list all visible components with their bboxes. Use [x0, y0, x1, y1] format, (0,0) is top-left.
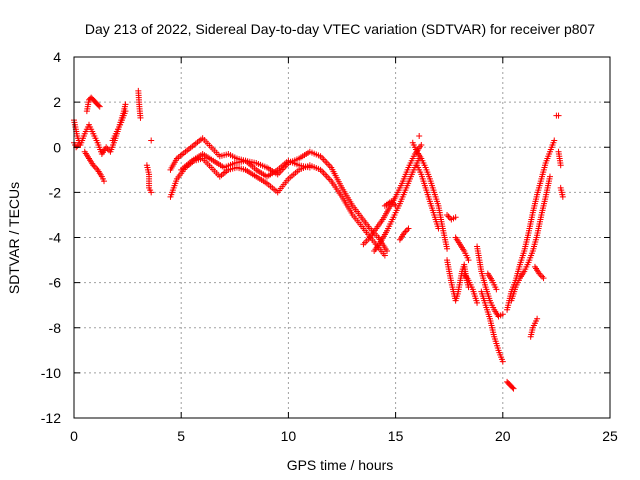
y-tick-label: 4: [53, 49, 61, 65]
data-point: [74, 143, 81, 150]
data-series: [143, 162, 155, 196]
data-series: [504, 137, 558, 313]
data-point: [509, 384, 516, 391]
data-point: [539, 273, 546, 280]
y-tick-label: -4: [49, 230, 62, 246]
data-series: [167, 135, 391, 255]
data-series: [81, 148, 108, 185]
data-series: [555, 148, 564, 169]
data-series: [557, 184, 566, 200]
data-point: [555, 112, 562, 119]
data-point: [96, 103, 103, 110]
data-point: [557, 162, 564, 169]
data-point: [137, 114, 144, 121]
data-point: [510, 385, 517, 392]
data-point: [559, 193, 566, 200]
data-series: [508, 173, 553, 304]
y-tick-label: -2: [49, 184, 62, 200]
data-point: [95, 102, 102, 109]
data-point: [381, 252, 388, 259]
data-point: [148, 189, 155, 196]
x-tick-label: 10: [281, 428, 297, 444]
x-tick-label: 20: [495, 428, 511, 444]
chart-title: Day 213 of 2022, Sidereal Day-to-day VTE…: [85, 21, 595, 37]
data-series: [484, 270, 500, 293]
data-point: [452, 214, 459, 221]
data-point: [101, 178, 108, 185]
data-point: [444, 245, 451, 252]
data-point: [444, 211, 451, 218]
data-series: [396, 225, 412, 243]
data-series: [409, 139, 451, 252]
y-tick-label: -10: [41, 365, 61, 381]
data-series: [474, 243, 506, 320]
y-tick-label: -6: [49, 275, 62, 291]
y-tick-label: -12: [41, 410, 61, 426]
data-point: [384, 248, 391, 255]
x-tick-label: 5: [177, 428, 185, 444]
data-point: [416, 132, 423, 139]
data-point: [418, 141, 425, 148]
data-series: [371, 155, 423, 255]
data-point: [499, 311, 506, 318]
data-point: [540, 275, 547, 282]
data-point: [534, 315, 541, 322]
data-point: [435, 225, 442, 232]
data-points: [71, 87, 566, 392]
data-series: [504, 378, 517, 392]
data-point: [122, 101, 129, 108]
data-series: [381, 198, 399, 209]
data-point: [546, 173, 553, 180]
data-series: [178, 151, 313, 180]
data-series: [531, 263, 547, 282]
data-series: [452, 234, 472, 264]
data-series: [461, 270, 481, 306]
data-point: [392, 202, 399, 209]
data-series: [135, 87, 144, 121]
data-point: [474, 299, 481, 306]
data-point: [306, 164, 313, 171]
data-series: [109, 108, 129, 144]
data-series: [527, 315, 541, 340]
y-axis-label: SDTVAR / TECUs: [6, 182, 22, 294]
data-series: [553, 112, 562, 119]
x-tick-label: 15: [388, 428, 404, 444]
data-point: [148, 137, 155, 144]
data-series: [444, 211, 459, 223]
axis-ticks: 0 5 10 15 20 25 -12 -10 -8 -6 -4 -2 0 2 4: [41, 49, 618, 444]
x-tick-label: 25: [602, 428, 618, 444]
data-series: [360, 141, 425, 248]
data-point: [405, 225, 412, 232]
data-series: [416, 132, 423, 139]
data-point: [122, 108, 129, 115]
data-point: [499, 358, 506, 365]
data-point: [465, 257, 472, 264]
data-series: [148, 137, 155, 144]
x-axis-label: GPS time / hours: [287, 457, 394, 473]
data-point: [404, 226, 411, 233]
y-tick-label: 2: [53, 94, 61, 110]
data-series: [83, 94, 103, 115]
data-series: [444, 257, 472, 304]
x-tick-label: 0: [70, 428, 78, 444]
data-point: [493, 286, 500, 293]
y-tick-label: 0: [53, 139, 61, 155]
data-series: [478, 288, 506, 365]
data-series: [414, 162, 442, 232]
data-point: [551, 137, 558, 144]
y-tick-label: -8: [49, 320, 62, 336]
